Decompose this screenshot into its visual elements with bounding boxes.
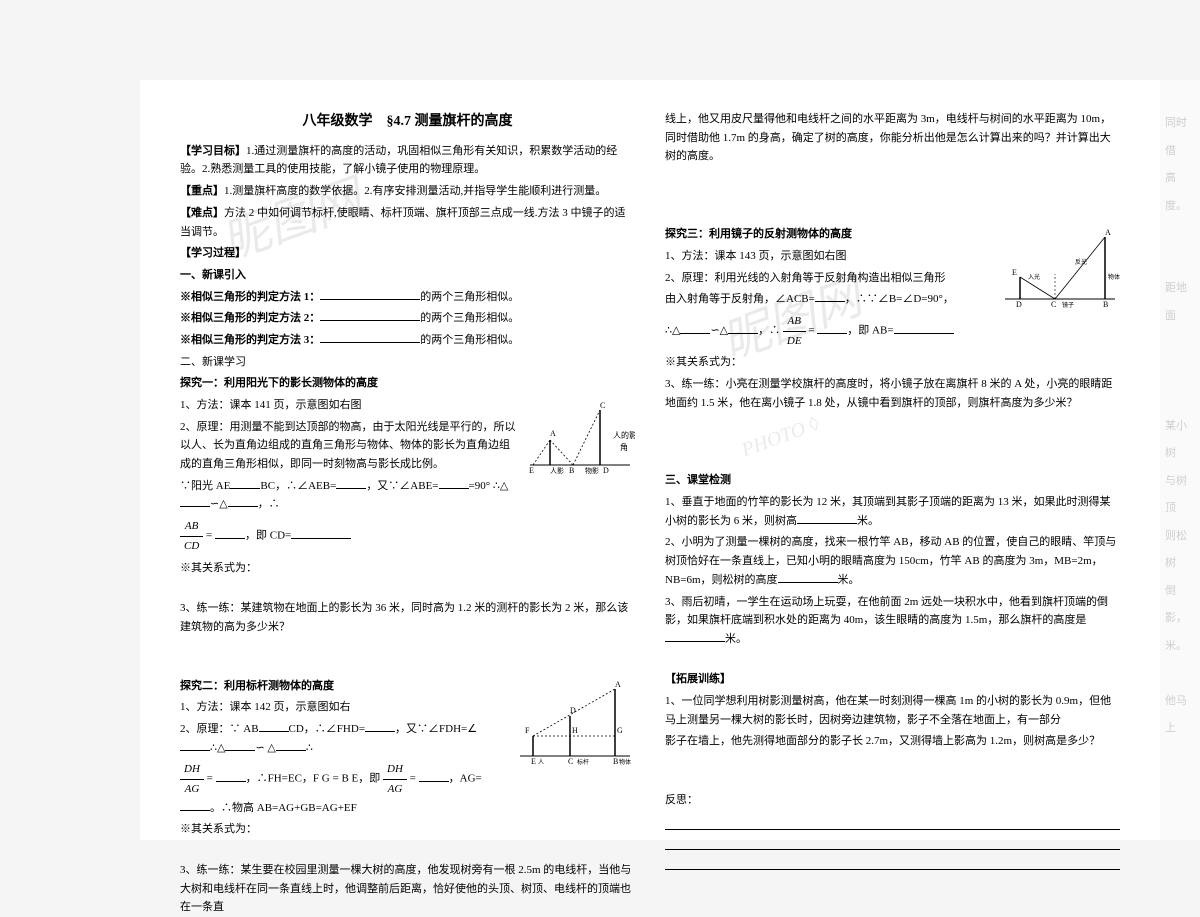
objectives: 【学习目标】1.通过测量旗杆的高度的活动，巩固相似三角形有关知识，积累数学活动的… — [180, 142, 635, 179]
keypoint-label: 【重点】 — [180, 185, 224, 197]
svg-text:入光: 入光 — [1028, 273, 1040, 281]
difficulty-label: 【难点】 — [180, 207, 224, 219]
svg-text:C: C — [600, 401, 605, 410]
keypoint: 【重点】1.测量旗杆高度的数学依据。2.有序安排测量活动,并指导学生能顺利进行测… — [180, 182, 635, 201]
svg-text:E: E — [1012, 268, 1017, 277]
inv2-relation: ※其关系式为： — [180, 820, 635, 839]
svg-text:标杆: 标杆 — [577, 758, 589, 766]
svg-text:B: B — [569, 466, 574, 475]
svg-text:人影: 人影 — [550, 466, 564, 475]
blank — [320, 288, 420, 300]
objectives-label: 【学习目标】 — [180, 145, 246, 157]
reflect-line — [665, 834, 1120, 850]
svg-text:人的影: 人的影 — [613, 430, 635, 440]
svg-text:A: A — [615, 681, 621, 689]
svg-text:D: D — [1016, 300, 1022, 309]
inv2-fraction-line: DHAG = ，∴FH=EC，F G = B E，即 DHAG = ，AG=。∴… — [180, 760, 635, 817]
inv1-exercise: 3、练一练：某建筑物在地面上的影长为 36 米，同时高为 1.2 米的测杆的影长… — [180, 599, 635, 636]
reflect-line — [665, 814, 1120, 830]
inv1-derivation: ∵阳光 AEBC，∴∠AEB=，又∵∠ABE==90° ∴△∽△，∴ — [180, 477, 635, 514]
svg-text:A: A — [550, 429, 556, 438]
svg-text:D: D — [603, 466, 609, 475]
reflect-line — [665, 854, 1120, 870]
svg-text:物影: 物影 — [585, 466, 599, 475]
study-header: 二、新课学习 — [180, 353, 635, 372]
reflect-label: 反思： — [665, 791, 1120, 810]
inv2-exercise: 3、练一练：某生要在校园里测量一棵大树的高度，他发现树旁有一根 2.5m 的电线… — [180, 861, 635, 917]
diagram-sunlight: A C E 人影 B 物影 D 人的影 角 — [525, 400, 635, 475]
difficulty: 【难点】方法 2 中如何调节标杆,使眼睛、标杆顶端、旗杆顶部三点成一线.方法 3… — [180, 204, 635, 241]
page-title: 八年级数学 §4.7 测量旗杆的高度 — [180, 110, 635, 134]
svg-text:C: C — [568, 757, 573, 766]
svg-text:人: 人 — [538, 759, 544, 766]
inv1-relation: ※其关系式为： — [180, 559, 635, 578]
blank — [320, 331, 420, 343]
worksheet-page: 昵图网 昵图网 PHOTO ◊ 八年级数学 §4.7 测量旗杆的高度 【学习目标… — [140, 80, 1160, 840]
svg-text:镜子: 镜子 — [1062, 301, 1074, 309]
rule-3: ※相似三角形的判定方法 3：的两个三角形相似。 — [180, 331, 635, 350]
svg-text:F: F — [525, 726, 530, 735]
rule-2: ※相似三角形的判定方法 2：的两个三角形相似。 — [180, 309, 635, 328]
svg-text:B: B — [613, 757, 618, 766]
svg-text:H: H — [572, 726, 578, 735]
ext-1: 1、一位同学想利用树影测量树高，他在某一时刻测得一棵高 1m 的小树的影长为 0… — [665, 692, 1120, 729]
ext-header: 【拓展训练】 — [665, 670, 1120, 689]
svg-text:G: G — [617, 726, 623, 735]
col2-continuation: 线上，他又用皮尺量得他和电线杆之间的水平距离为 3m，电线杆与树间的水平距离为 … — [665, 110, 1120, 166]
left-column: 八年级数学 §4.7 测量旗杆的高度 【学习目标】1.通过测量旗杆的高度的活动，… — [165, 110, 650, 810]
svg-text:B: B — [1103, 300, 1108, 309]
rule-1: ※相似三角形的判定方法 1：的两个三角形相似。 — [180, 288, 635, 307]
inv1-fraction-line: ABCD = ，即 CD= — [180, 517, 635, 555]
test-header: 三、课堂检测 — [665, 471, 1120, 490]
right-column: 线上，他又用皮尺量得他和电线杆之间的水平距离为 3m，电线杆与树间的水平距离为 … — [650, 110, 1135, 810]
intro-header: 一、新课引入 — [180, 266, 635, 285]
svg-text:E: E — [529, 466, 534, 475]
next-page-sliver: 同时借 高度。 距地面 某小树 与树顶 则松树 倒影， 米。 他马上 — [1160, 80, 1200, 840]
inv3-exercise: 3、练一练：小亮在测量学校旗杆的高度时，将小镜子放在离旗杆 8 米的 A 处，小… — [665, 375, 1120, 412]
ext-2: 影子在墙上，他先测得地面部分的影子长 2.7m，又测得墙上影高为 1.2m，则树… — [665, 732, 1120, 751]
test-1: 1、垂直于地面的竹竿的影长为 12 米，其顶端到其影子顶端的距离为 13 米，如… — [665, 493, 1120, 530]
process-label: 【学习过程】 — [180, 244, 635, 263]
inv1-header: 探究一：利用阳光下的影长测物体的高度 — [180, 374, 635, 393]
svg-text:反光: 反光 — [1075, 258, 1087, 266]
blank — [320, 309, 420, 321]
svg-text:C: C — [1051, 300, 1056, 309]
svg-text:物体: 物体 — [1108, 273, 1120, 281]
inv3-line2: ∴△∽△，∴ ABDE = ，即 AB= — [665, 312, 1120, 350]
svg-text:A: A — [1105, 229, 1111, 237]
test-2: 2、小明为了测量一棵树的高度，找来一根竹竿 AB，移动 AB 的位置，使自己的眼… — [665, 533, 1120, 589]
diagram-mirror: A E D C B 镜子 物体 反光 入光 — [1000, 229, 1120, 309]
svg-text:角: 角 — [620, 442, 628, 452]
diagram-pole: A D F H G E C B 人 标杆 物体 — [515, 681, 635, 766]
svg-text:物体: 物体 — [619, 758, 631, 766]
svg-text:E: E — [531, 757, 536, 766]
test-3: 3、雨后初晴，一学生在运动场上玩耍，在他前面 2m 远处一块积水中，他看到旗杆顶… — [665, 593, 1120, 649]
inv3-relation: ※其关系式为： — [665, 353, 1120, 372]
svg-text:D: D — [570, 706, 576, 715]
